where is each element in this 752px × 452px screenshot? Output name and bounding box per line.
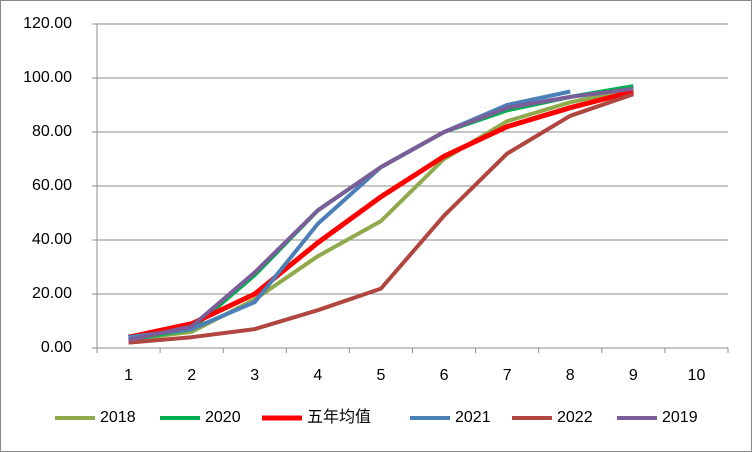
legend-label: 五年均值 (307, 408, 371, 426)
legend-label: 2022 (557, 409, 593, 426)
series-line (128, 89, 634, 340)
y-tick-label: 20.00 (32, 285, 72, 302)
legend-label: 2018 (100, 409, 136, 426)
x-tick-label: 9 (629, 367, 638, 384)
x-tick-label: 8 (566, 367, 575, 384)
x-tick-label: 10 (688, 367, 706, 384)
y-tick-label: 0.00 (41, 339, 72, 356)
series-line (128, 89, 571, 340)
x-tick-label: 5 (376, 367, 385, 384)
y-tick-label: 80.00 (32, 123, 72, 140)
series-line (128, 86, 634, 342)
y-tick-label: 40.00 (32, 231, 72, 248)
legend-label: 2020 (205, 409, 241, 426)
x-tick-label: 3 (250, 367, 259, 384)
x-tick-label: 1 (124, 367, 133, 384)
y-tick-label: 120.00 (23, 15, 72, 32)
series-line (128, 92, 634, 345)
x-tick-label: 4 (313, 367, 322, 384)
legend-label: 2019 (662, 409, 698, 426)
y-tick-label: 100.00 (23, 69, 72, 86)
y-tick-label: 60.00 (32, 177, 72, 194)
x-tick-label: 6 (440, 367, 449, 384)
x-tick-label: 2 (187, 367, 196, 384)
x-tick-label: 7 (503, 367, 512, 384)
legend-label: 2021 (455, 409, 491, 426)
